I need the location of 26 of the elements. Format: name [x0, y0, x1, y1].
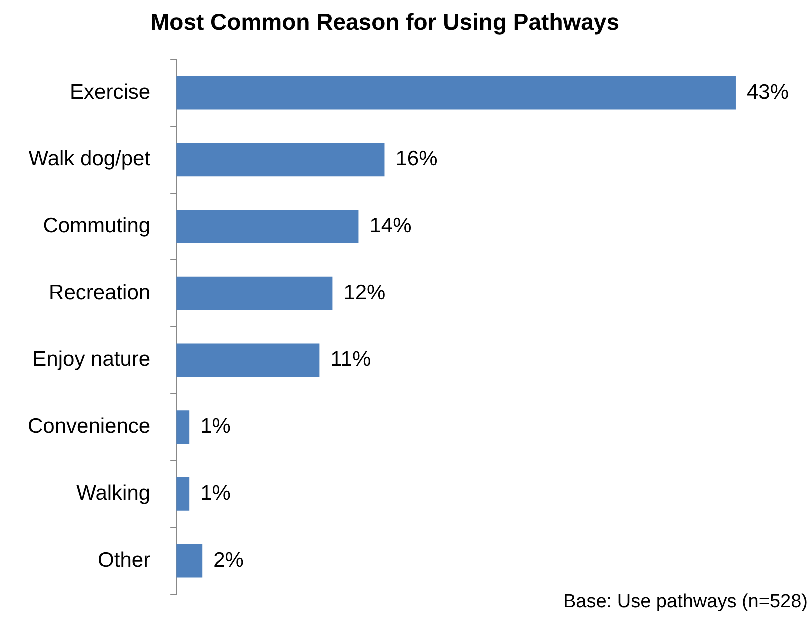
annotation: Base: Use pathways (n=528): [564, 592, 808, 613]
y-tick-label: Enjoy nature: [32, 348, 151, 372]
data-label: 2%: [214, 548, 244, 572]
y-tick-label: Exercise: [70, 80, 151, 104]
chart-title: Most Common Reason for Using Pathways: [150, 9, 620, 36]
data-label: 11%: [330, 348, 372, 372]
bar: [176, 276, 333, 310]
bar: [176, 477, 190, 511]
data-label: 1%: [200, 482, 231, 505]
y-tick-label: Convenience: [28, 415, 151, 438]
bar: [176, 76, 736, 110]
bar: [176, 344, 320, 378]
bar: [176, 410, 190, 444]
data-label: 1%: [200, 415, 231, 438]
bar: [176, 143, 385, 177]
bar: [176, 210, 359, 244]
data-label: 12%: [344, 281, 386, 304]
data-label: 16%: [396, 148, 438, 171]
y-tick-label: Walking: [76, 482, 151, 505]
y-tick-label: Walk dog/pet: [28, 148, 151, 171]
y-tick-label: Recreation: [49, 281, 151, 304]
data-label: 43%: [746, 80, 790, 104]
bar: [176, 544, 203, 578]
data-label: 14%: [370, 214, 412, 238]
y-tick-label: Other: [98, 548, 151, 572]
y-tick-label: Commuting: [43, 214, 151, 238]
